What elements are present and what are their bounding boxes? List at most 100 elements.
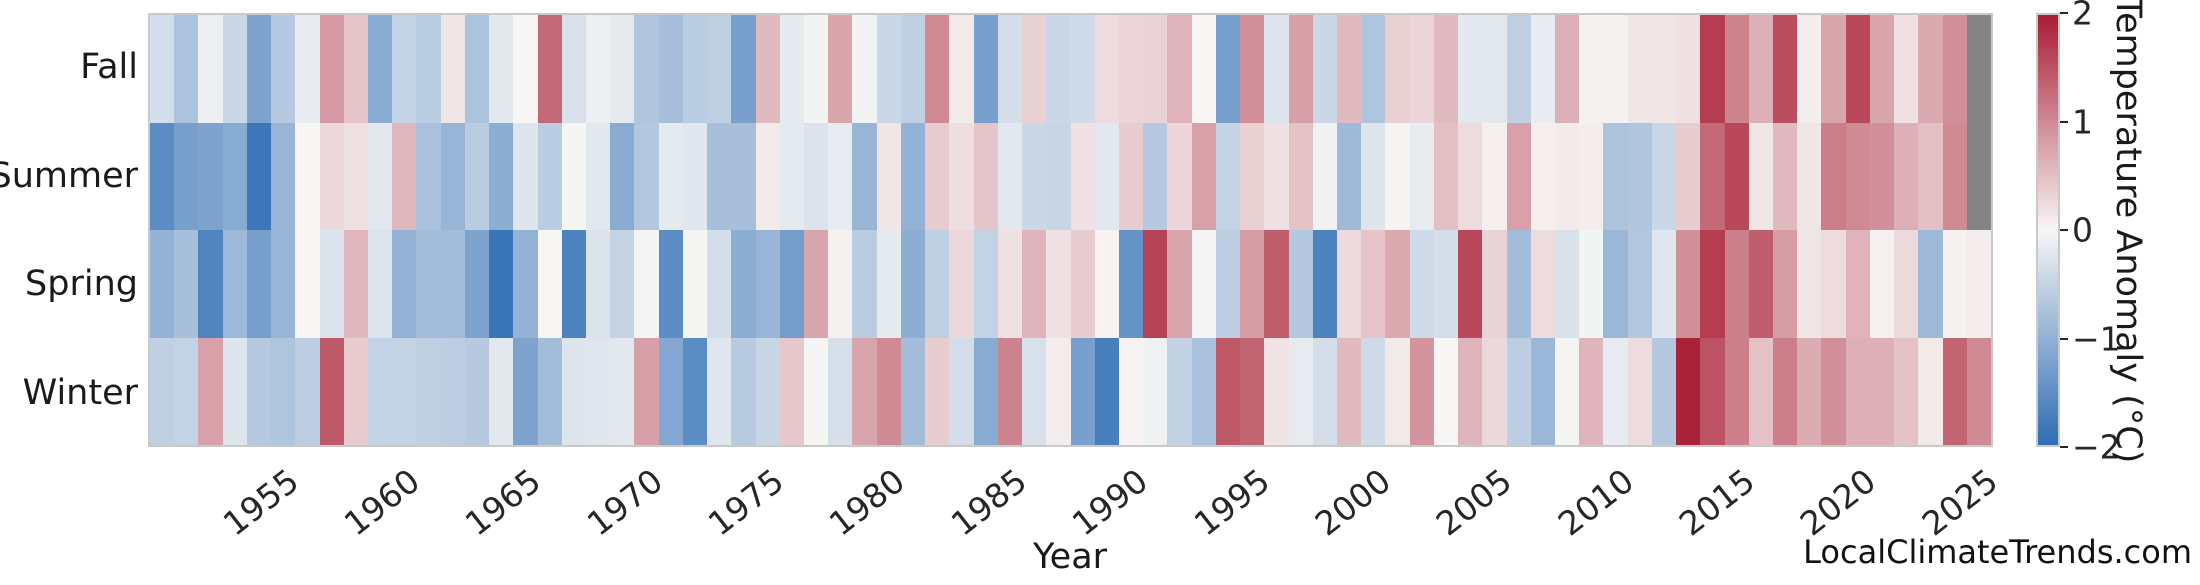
heatmap-cell bbox=[1167, 15, 1192, 123]
heatmap-cell bbox=[1046, 15, 1071, 123]
heatmap-cell bbox=[973, 230, 998, 338]
heatmap-cell bbox=[271, 122, 296, 230]
heatmap-cell bbox=[295, 15, 320, 123]
colorbar-tick-label: 1 bbox=[2072, 102, 2093, 141]
heatmap-cell bbox=[416, 337, 441, 445]
heatmap-cell bbox=[1312, 337, 1337, 445]
heatmap-cell bbox=[1676, 230, 1701, 338]
heatmap-cell bbox=[222, 230, 247, 338]
x-tick-label: 1955 bbox=[215, 461, 306, 544]
heatmap-cell bbox=[1748, 122, 1773, 230]
heatmap-cell bbox=[464, 337, 490, 445]
heatmap-cell bbox=[1942, 230, 1967, 338]
heatmap-cell bbox=[1651, 230, 1677, 338]
colorbar-tick-label: 2 bbox=[2072, 0, 2093, 33]
heatmap-cell bbox=[1022, 337, 1047, 445]
heatmap-cell bbox=[876, 15, 901, 123]
heatmap-cell bbox=[1966, 337, 1991, 445]
heatmap-cell bbox=[1966, 15, 1991, 123]
heatmap-cell bbox=[1724, 230, 1749, 338]
heatmap-cell bbox=[1167, 337, 1192, 445]
heatmap-cell bbox=[1603, 122, 1628, 230]
heatmap-cell bbox=[1070, 230, 1095, 338]
heatmap-cell bbox=[779, 122, 805, 230]
heatmap-cell bbox=[731, 337, 756, 445]
heatmap-cell bbox=[1385, 15, 1410, 123]
heatmap-cell bbox=[1191, 230, 1216, 338]
heatmap-cell bbox=[1433, 337, 1459, 445]
heatmap-cell bbox=[1821, 230, 1846, 338]
heatmap-cell bbox=[658, 15, 683, 123]
heatmap-cell bbox=[973, 15, 998, 123]
heatmap-cell bbox=[561, 122, 587, 230]
heatmap-cell bbox=[1215, 122, 1241, 230]
heatmap-grid bbox=[148, 13, 1993, 447]
heatmap-cell bbox=[1530, 337, 1555, 445]
heatmap-cell bbox=[900, 122, 926, 230]
heatmap-cell bbox=[343, 230, 368, 338]
heatmap-cell bbox=[464, 122, 490, 230]
x-tick-label: 1965 bbox=[458, 461, 549, 544]
x-tick-label: 1970 bbox=[579, 461, 670, 544]
heatmap-cell bbox=[634, 15, 659, 123]
heatmap-cell bbox=[1458, 230, 1483, 338]
heatmap-cell bbox=[271, 15, 296, 123]
heatmap-cell bbox=[1724, 337, 1749, 445]
heatmap-cell bbox=[1336, 122, 1362, 230]
heatmap-cell bbox=[828, 230, 853, 338]
heatmap-cell bbox=[1627, 337, 1652, 445]
x-tick-label: 2000 bbox=[1307, 461, 1398, 544]
heatmap-cell bbox=[198, 230, 223, 338]
heatmap-cell bbox=[198, 122, 223, 230]
colorbar-title: Temperature Anomaly (°C) bbox=[2108, 0, 2148, 464]
heatmap-cell bbox=[1821, 15, 1846, 123]
heatmap-cell bbox=[1651, 122, 1677, 230]
x-tick-label: 1985 bbox=[943, 461, 1034, 544]
colorbar bbox=[2036, 13, 2060, 447]
heatmap-cell bbox=[1385, 230, 1410, 338]
heatmap-cell bbox=[392, 15, 417, 123]
x-tick-label: 2020 bbox=[1793, 461, 1884, 544]
heatmap-cell bbox=[1627, 15, 1652, 123]
heatmap-cell bbox=[1700, 337, 1725, 445]
heatmap-cell bbox=[319, 337, 344, 445]
heatmap-cell bbox=[1143, 15, 1168, 123]
heatmap-cell bbox=[949, 15, 974, 123]
row-label-winter: Winter bbox=[22, 372, 138, 413]
heatmap-cell bbox=[1312, 230, 1337, 338]
x-tick-label: 1990 bbox=[1065, 461, 1156, 544]
heatmap-cell bbox=[295, 337, 320, 445]
heatmap-cell bbox=[1264, 230, 1289, 338]
heatmap-cell bbox=[997, 230, 1023, 338]
heatmap-cell bbox=[1118, 230, 1144, 338]
heatmap-cell bbox=[1458, 122, 1483, 230]
colorbar-tick-mark bbox=[2060, 229, 2068, 231]
heatmap-cell bbox=[1894, 230, 1919, 338]
heatmap-cell bbox=[1022, 230, 1047, 338]
heatmap-cell bbox=[997, 15, 1023, 123]
heatmap-cell bbox=[1070, 15, 1095, 123]
heatmap-cell bbox=[1094, 337, 1119, 445]
heatmap-cell bbox=[973, 122, 998, 230]
heatmap-cell bbox=[1869, 337, 1895, 445]
heatmap-cell bbox=[925, 337, 950, 445]
heatmap-cell bbox=[150, 337, 175, 445]
heatmap-cell bbox=[150, 122, 175, 230]
heatmap-cell bbox=[658, 337, 683, 445]
heatmap-cell bbox=[1821, 337, 1846, 445]
heatmap-cell bbox=[1627, 122, 1652, 230]
heatmap-cell bbox=[1724, 122, 1749, 230]
heatmap-cell bbox=[1458, 337, 1483, 445]
heatmap-cell bbox=[1167, 122, 1192, 230]
heatmap-cell bbox=[731, 15, 756, 123]
heatmap-cell bbox=[1143, 230, 1168, 338]
heatmap-cell bbox=[295, 122, 320, 230]
heatmap-cell bbox=[1288, 230, 1313, 338]
heatmap-cell bbox=[561, 230, 587, 338]
heatmap-cell bbox=[1264, 337, 1289, 445]
heatmap-cell bbox=[174, 230, 199, 338]
heatmap-cell bbox=[682, 122, 708, 230]
heatmap-cell bbox=[1918, 337, 1943, 445]
heatmap-cell bbox=[1506, 230, 1531, 338]
